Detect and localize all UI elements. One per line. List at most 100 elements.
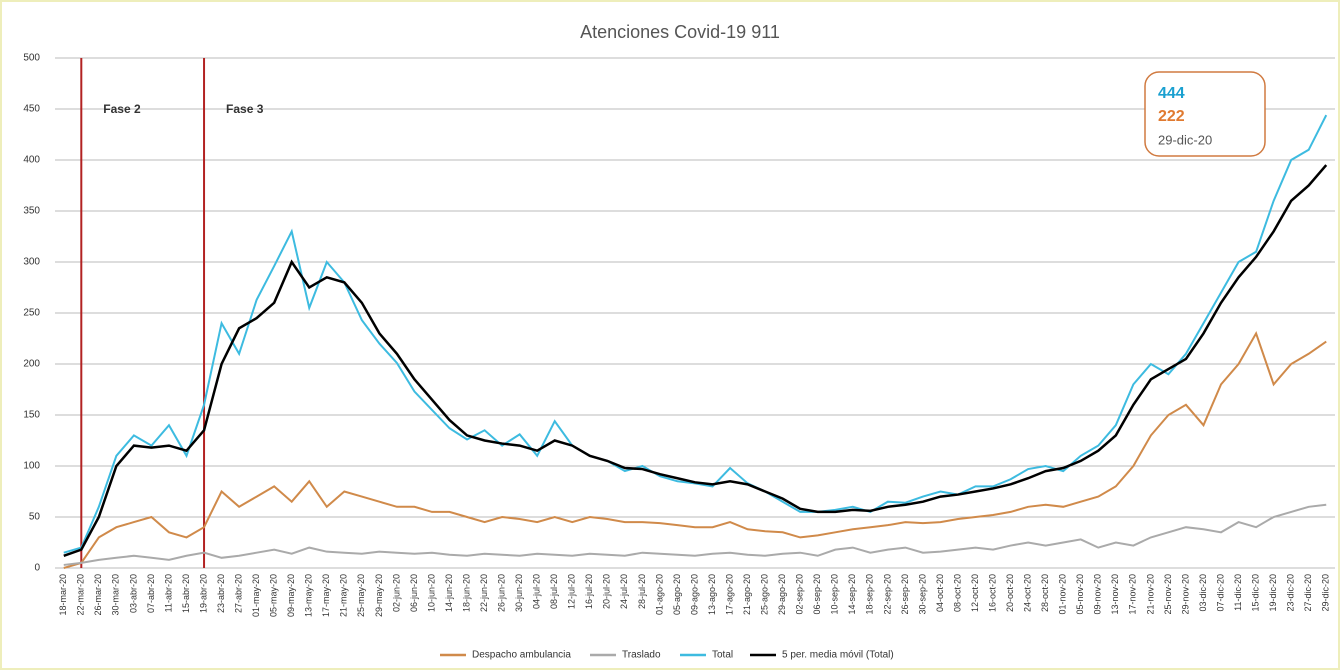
x-tick-label: 26-sep-20 [900, 574, 910, 615]
y-tick-label: 100 [23, 461, 40, 472]
x-tick-label: 28-jul-20 [637, 574, 647, 609]
x-tick-label: 22-sep-20 [882, 574, 892, 615]
x-tick-label: 27-abr-20 [233, 574, 243, 613]
x-tick-label: 27-dic-20 [1303, 574, 1313, 612]
x-tick-label: 05-nov-20 [1075, 574, 1085, 615]
x-tick-label: 26-jun-20 [496, 574, 506, 612]
x-tick-label: 30-mar-20 [111, 574, 121, 616]
x-tick-label: 04-oct-20 [935, 574, 945, 612]
callout-ambulancia: 222 [1158, 108, 1185, 125]
x-tick-label: 13-nov-20 [1110, 574, 1120, 615]
series-line [63, 330, 1327, 569]
x-tick-label: 03-abr-20 [128, 574, 138, 613]
series-line [63, 503, 1327, 566]
x-tick-label: 18-sep-20 [865, 574, 875, 615]
x-tick-label: 01-ago-20 [654, 574, 664, 615]
x-tick-label: 10-sep-20 [830, 574, 840, 615]
x-tick-label: 14-sep-20 [847, 574, 857, 615]
x-tick-label: 21-ago-20 [742, 574, 752, 615]
x-tick-label: 06-jun-20 [409, 574, 419, 612]
x-tick-label: 15-dic-20 [1250, 574, 1260, 612]
x-tick-label: 10-jun-20 [426, 574, 436, 612]
x-tick-label: 24-jul-20 [619, 574, 629, 609]
callout-total: 444 [1158, 85, 1185, 102]
x-tick-label: 29-nov-20 [1180, 574, 1190, 615]
x-tick-label: 24-oct-20 [1023, 574, 1033, 612]
x-tick-label: 14-jun-20 [444, 574, 454, 612]
x-tick-label: 25-may-20 [356, 574, 366, 617]
x-tick-label: 29-may-20 [374, 574, 384, 617]
x-tick-label: 04-jul-20 [532, 574, 542, 609]
x-tick-label: 02-sep-20 [795, 574, 805, 615]
x-tick-label: 21-nov-20 [1145, 574, 1155, 615]
x-tick-label: 11-dic-20 [1233, 574, 1243, 611]
y-tick-label: 400 [23, 155, 40, 166]
x-tick-label: 19-dic-20 [1268, 574, 1278, 612]
x-tick-label: 09-ago-20 [689, 574, 699, 615]
x-tick-label: 05-ago-20 [672, 574, 682, 615]
x-tick-label: 05-may-20 [269, 574, 279, 617]
y-tick-label: 200 [23, 359, 40, 370]
x-tick-label: 23-abr-20 [216, 574, 226, 613]
legend-label: Traslado [622, 650, 661, 661]
x-tick-label: 20-oct-20 [1005, 574, 1015, 612]
series-line [63, 164, 1328, 557]
x-tick-label: 17-nov-20 [1128, 574, 1138, 615]
x-tick-label: 03-dic-20 [1198, 574, 1208, 612]
x-tick-label: 11-abr-20 [163, 574, 173, 612]
chart-title: Atenciones Covid-19 911 [580, 22, 780, 42]
x-tick-label: 20-jul-20 [602, 574, 612, 609]
x-tick-label: 12-oct-20 [970, 574, 980, 612]
y-tick-label: 0 [34, 563, 40, 574]
y-tick-label: 50 [29, 512, 41, 523]
x-tick-label: 21-may-20 [339, 574, 349, 617]
x-tick-label: 30-sep-20 [917, 574, 927, 615]
x-tick-label: 01-may-20 [251, 574, 261, 617]
x-tick-label: 06-sep-20 [812, 574, 822, 615]
y-tick-label: 450 [23, 104, 40, 115]
x-tick-label: 08-jul-20 [549, 574, 559, 609]
x-tick-label: 12-jul-20 [567, 574, 577, 609]
x-tick-label: 01-nov-20 [1058, 574, 1068, 615]
x-tick-label: 29-dic-20 [1321, 574, 1331, 612]
x-tick-label: 17-ago-20 [724, 574, 734, 615]
x-tick-label: 02-jun-20 [391, 574, 401, 612]
x-tick-label: 30-jun-20 [514, 574, 524, 612]
phase-label: Fase 3 [226, 102, 264, 116]
x-tick-label: 07-abr-20 [146, 574, 156, 613]
x-tick-label: 07-dic-20 [1215, 574, 1225, 612]
x-tick-label: 09-may-20 [286, 574, 296, 617]
legend-label: 5 per. media móvil (Total) [782, 650, 894, 661]
x-tick-label: 19-abr-20 [198, 574, 208, 613]
x-tick-label: 13-may-20 [304, 574, 314, 617]
x-tick-label: 15-abr-20 [181, 574, 191, 613]
legend-label: Despacho ambulancia [472, 650, 571, 661]
legend-label: Total [712, 650, 733, 661]
y-tick-label: 350 [23, 206, 40, 217]
callout-date: 29-dic-20 [1158, 132, 1212, 147]
x-tick-label: 28-oct-20 [1040, 574, 1050, 612]
x-tick-label: 18-jun-20 [461, 574, 471, 612]
x-tick-label: 22-jun-20 [479, 574, 489, 612]
x-tick-label: 25-nov-20 [1163, 574, 1173, 615]
y-tick-label: 300 [23, 257, 40, 268]
phase-label: Fase 2 [103, 102, 141, 116]
y-tick-label: 250 [23, 308, 40, 319]
x-tick-label: 17-may-20 [321, 574, 331, 617]
y-tick-label: 150 [23, 410, 40, 421]
x-tick-label: 16-oct-20 [987, 574, 997, 612]
x-tick-label: 13-ago-20 [707, 574, 717, 615]
x-tick-label: 23-dic-20 [1286, 574, 1296, 612]
x-tick-label: 18-mar-20 [58, 574, 68, 616]
x-tick-label: 25-ago-20 [760, 574, 770, 615]
x-tick-label: 22-mar-20 [76, 574, 86, 616]
x-tick-label: 08-oct-20 [952, 574, 962, 612]
callout-box [1144, 71, 1266, 157]
x-tick-label: 26-mar-20 [93, 574, 103, 616]
x-tick-label: 16-jul-20 [584, 574, 594, 609]
x-tick-label: 29-ago-20 [777, 574, 787, 615]
y-tick-label: 500 [23, 53, 40, 64]
x-tick-label: 09-nov-20 [1093, 574, 1103, 615]
